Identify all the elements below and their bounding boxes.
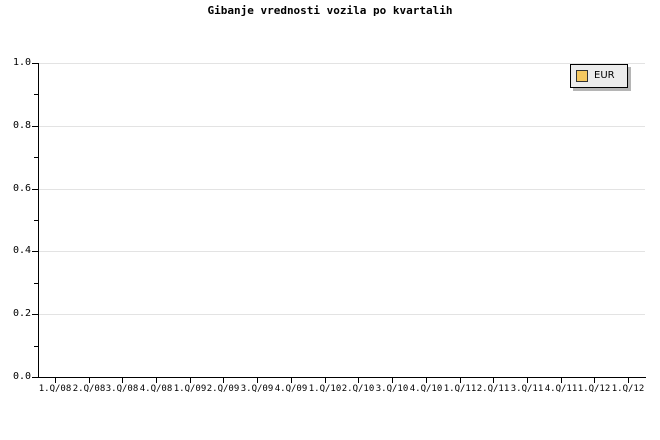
x-tick-label: 3.Q/10: [375, 384, 409, 394]
x-tick: [594, 378, 595, 383]
x-tick: [493, 378, 494, 383]
x-tick: [561, 378, 562, 383]
y-tick-minor: [34, 220, 38, 221]
x-tick-label: 4.Q/11: [544, 384, 578, 394]
x-tick: [628, 378, 629, 383]
y-tick-minor: [34, 346, 38, 347]
x-tick-label: 1.Q/11: [443, 384, 477, 394]
x-tick-label: 1.Q/12: [577, 384, 611, 394]
x-tick-label: 3.Q/09: [240, 384, 274, 394]
y-tick-label: 0.0: [12, 371, 31, 382]
x-tick: [122, 378, 123, 383]
y-tick-label: 0.4: [12, 245, 31, 256]
y-axis-line: [38, 63, 39, 378]
x-tick-label: 4.Q/09: [274, 384, 308, 394]
y-tick-label: 0.2: [12, 308, 31, 319]
y-tick-major: [32, 377, 38, 378]
y-tick-label: 0.6: [12, 183, 31, 194]
x-tick: [358, 378, 359, 383]
x-tick: [156, 378, 157, 383]
gridline-y: [38, 63, 645, 64]
y-tick-minor: [34, 157, 38, 158]
gridline-y: [38, 251, 645, 252]
x-tick: [89, 378, 90, 383]
x-tick-label: 3.Q/11: [510, 384, 544, 394]
x-tick: [190, 378, 191, 383]
x-tick: [223, 378, 224, 383]
x-tick: [426, 378, 427, 383]
y-tick-label: 1.0: [12, 57, 31, 68]
y-tick-major: [32, 189, 38, 190]
x-tick-label: 1.Q/10: [308, 384, 342, 394]
x-tick-label: 4.Q/08: [139, 384, 173, 394]
x-tick-label: 1.Q/09: [173, 384, 207, 394]
x-tick: [55, 378, 56, 383]
y-tick-major: [32, 314, 38, 315]
y-tick-label: 0.8: [12, 120, 31, 131]
y-tick-major: [32, 126, 38, 127]
y-axis-labels: 0.0 0.2 0.4 0.6 0.8 1.0: [0, 0, 31, 440]
x-tick: [325, 378, 326, 383]
y-tick-major: [32, 251, 38, 252]
legend-box[interactable]: EUR: [570, 64, 628, 88]
x-tick-label: 2.Q/09: [206, 384, 240, 394]
x-tick: [257, 378, 258, 383]
x-tick-label: 3.Q/08: [105, 384, 139, 394]
y-tick-minor: [34, 283, 38, 284]
x-tick-label: 4.Q/10: [409, 384, 443, 394]
series-layer: [38, 63, 645, 377]
x-axis-line: [38, 377, 646, 378]
x-tick: [291, 378, 292, 383]
legend-swatch-eur: [576, 70, 588, 82]
y-tick-minor: [34, 94, 38, 95]
gridline-y: [38, 126, 645, 127]
chart-title: Gibanje vrednosti vozila po kvartalih: [207, 4, 453, 17]
x-tick-label: 2.Q/08: [72, 384, 106, 394]
y-tick-major: [32, 63, 38, 64]
legend-label-eur: EUR: [594, 70, 615, 81]
x-tick-label: 1.Q/12: [611, 384, 645, 394]
plot-area: [38, 63, 645, 377]
legend-entry-eur[interactable]: EUR: [571, 65, 627, 87]
gridline-y: [38, 189, 645, 190]
x-tick: [392, 378, 393, 383]
gridline-y: [38, 314, 645, 315]
x-tick-label: 2.Q/11: [476, 384, 510, 394]
x-tick: [460, 378, 461, 383]
x-tick: [527, 378, 528, 383]
x-tick-label: 2.Q/10: [341, 384, 375, 394]
x-tick-label: 1.Q/08: [38, 384, 72, 394]
